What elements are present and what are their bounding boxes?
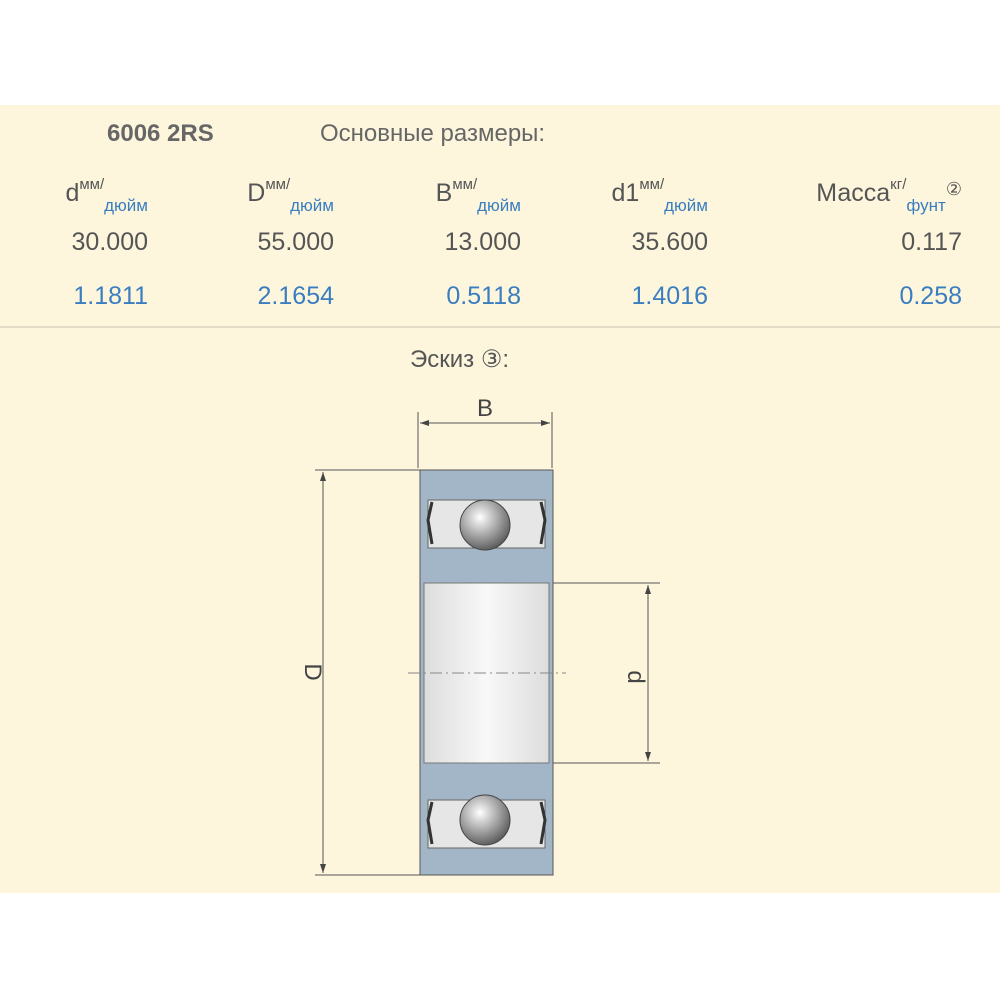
unit-metric: мм/ xyxy=(639,176,665,193)
cell: 0.258 xyxy=(899,282,962,310)
symbol: Масса xyxy=(816,179,891,207)
unit-imperial: дюйм xyxy=(104,196,148,215)
model: 6006 2RS xyxy=(107,120,214,147)
dimension-label: d xyxy=(622,670,649,683)
column-header: d1мм/дюйм xyxy=(528,176,708,216)
separator xyxy=(0,326,1000,328)
symbol: d1 xyxy=(611,179,640,207)
cell: 0.5118 xyxy=(446,282,521,310)
cell: 2.1654 xyxy=(257,282,334,310)
cell: 1.4016 xyxy=(631,282,708,310)
unit-imperial: фунт xyxy=(906,196,946,215)
cell: 0.117 xyxy=(901,228,962,256)
sketch-title: Эскиз ③: xyxy=(410,346,510,373)
column-header: Dмм/дюйм xyxy=(154,176,334,216)
column-header: dмм/дюйм xyxy=(0,176,148,216)
column-header: Bмм/дюйм xyxy=(341,176,521,216)
cell: 30.000 xyxy=(71,228,148,256)
column-header: Массакг/фунт② xyxy=(782,176,962,216)
cell: 55.000 xyxy=(257,228,334,256)
note: ② xyxy=(945,179,962,199)
dimension-label: D xyxy=(299,663,326,680)
dimension-label: B xyxy=(477,395,493,422)
unit-imperial: дюйм xyxy=(664,196,708,215)
symbol: D xyxy=(247,179,266,207)
symbol: d xyxy=(65,179,80,207)
cell: 1.1811 xyxy=(73,282,148,310)
unit-metric: кг/ xyxy=(890,176,907,193)
cell: 13.000 xyxy=(444,228,521,256)
cell: 35.600 xyxy=(631,228,708,256)
subtitle: Основные размеры: xyxy=(320,120,546,147)
unit-metric: мм/ xyxy=(79,176,105,193)
symbol: B xyxy=(435,179,453,207)
unit-imperial: дюйм xyxy=(477,196,521,215)
unit-imperial: дюйм xyxy=(290,196,334,215)
unit-metric: мм/ xyxy=(452,176,478,193)
unit-metric: мм/ xyxy=(265,176,291,193)
